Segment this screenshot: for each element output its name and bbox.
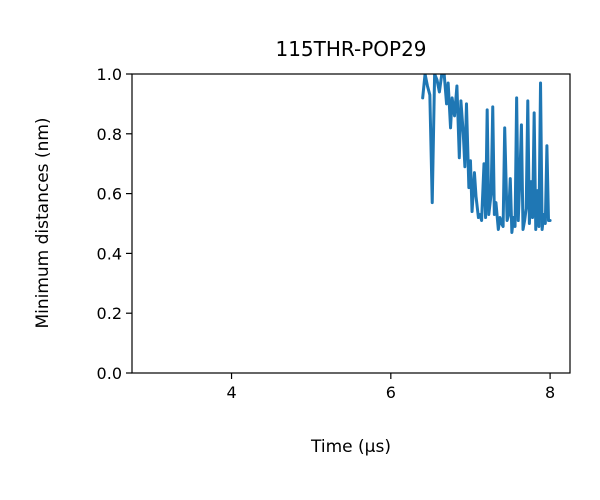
plot-frame bbox=[131, 73, 571, 374]
x-axis-label: Time (μs) bbox=[310, 437, 391, 457]
y-tick-label: 0.4 bbox=[97, 244, 122, 263]
y-tick-label: 1.0 bbox=[97, 65, 122, 84]
ticks-layer: 4 6 8 0.0 0.2 0.4 0.6 0.8 1.0 bbox=[97, 65, 556, 402]
series-layer bbox=[421, 74, 552, 234]
series-line-0 bbox=[421, 74, 552, 234]
y-tick-label: 0.0 bbox=[97, 364, 122, 383]
x-tick-label: 6 bbox=[386, 383, 396, 402]
y-axis-label: Minimum distances (nm) bbox=[33, 117, 53, 328]
y-tick-label: 0.6 bbox=[97, 185, 122, 204]
x-tick-label: 4 bbox=[226, 383, 236, 402]
x-tick-label: 8 bbox=[545, 383, 555, 402]
y-tick-label: 0.8 bbox=[97, 125, 122, 144]
chart-title: 115THR-POP29 bbox=[275, 37, 426, 61]
y-tick-label: 0.2 bbox=[97, 304, 122, 323]
